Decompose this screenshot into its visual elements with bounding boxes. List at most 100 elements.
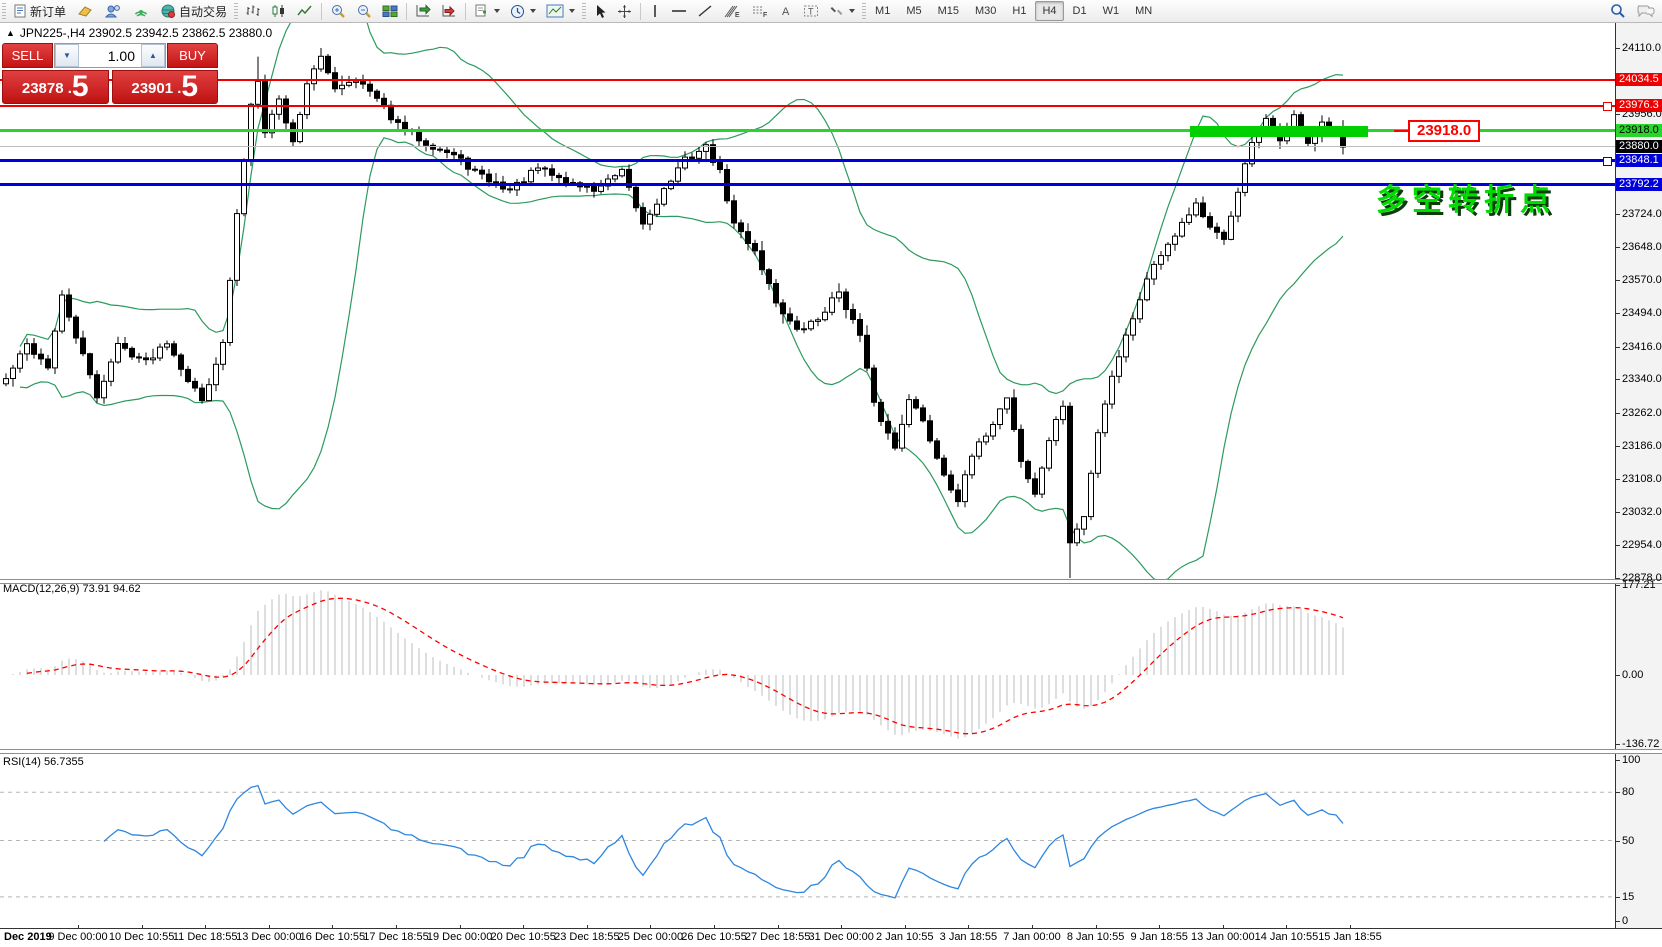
rsi-axis-label: 0 — [1622, 915, 1629, 927]
bar-chart-button[interactable] — [240, 0, 266, 22]
horizontal-line-button[interactable] — [666, 0, 692, 22]
time-label: 9 Jan 18:55 — [1130, 931, 1188, 943]
buy-price-display[interactable]: 23901 .5 — [111, 70, 218, 104]
volume-box: ▼ ▲ — [54, 43, 166, 68]
chart-window[interactable]: ▲ JPN225-,H4 23902.5 23942.5 23862.5 238… — [0, 23, 1662, 947]
price-chart-canvas[interactable] — [0, 23, 1616, 929]
macd-pane-separator[interactable] — [0, 579, 1662, 584]
price-tick — [1615, 214, 1620, 216]
chart-annotation-text[interactable]: 多空转折点 — [1376, 184, 1556, 217]
market-icon — [78, 6, 92, 17]
buy-button[interactable]: BUY — [167, 43, 218, 68]
trend-line-button[interactable] — [692, 0, 718, 22]
new-chart-button[interactable] — [469, 0, 505, 22]
svg-text:T: T — [808, 7, 814, 17]
chart-shift-button[interactable] — [436, 0, 462, 22]
timeframe-m1-button[interactable]: M1 — [875, 5, 891, 17]
level-line-23976.3[interactable] — [0, 104, 1615, 107]
time-tick — [1159, 925, 1161, 929]
crosshair-button[interactable] — [612, 0, 637, 22]
rsi-tick — [1615, 840, 1620, 842]
auto-scroll-icon — [416, 4, 431, 17]
timeframe-mn-button[interactable]: MN — [1135, 5, 1153, 17]
level-handle[interactable] — [1603, 156, 1612, 166]
sell-button[interactable]: SELL — [2, 43, 53, 68]
tile-windows-button[interactable] — [377, 0, 403, 22]
price-flag-label[interactable]: 23918.0 — [1408, 119, 1481, 142]
price-tick — [1615, 346, 1620, 348]
level-line-24034.5[interactable] — [0, 79, 1615, 82]
price-tick — [1615, 114, 1620, 116]
arrows-button[interactable] — [824, 0, 860, 22]
market-button[interactable] — [71, 0, 99, 22]
timeframe-bar: M1 M5 M15 M30 H1 H4 D1 W1 MN — [868, 1, 1159, 21]
zoom-in-icon — [332, 4, 345, 18]
volume-increase-button[interactable]: ▲ — [141, 44, 165, 67]
level-line-23880[interactable] — [0, 146, 1615, 148]
zoom-out-button[interactable] — [351, 0, 377, 22]
timeframe-w1-button[interactable]: W1 — [1102, 5, 1120, 17]
timeframe-m30-button[interactable]: M30 — [975, 5, 997, 17]
text-button[interactable]: A — [774, 0, 798, 22]
rsi-axis-label: 50 — [1622, 834, 1635, 847]
fibonacci-fan-button[interactable]: F — [746, 0, 774, 22]
rsi-tick — [1615, 921, 1620, 922]
cursor-button[interactable] — [588, 0, 612, 22]
macd-axis-label: -136.72 — [1622, 738, 1660, 750]
profiles-button[interactable] — [99, 0, 127, 22]
auto-scroll-button[interactable] — [410, 0, 436, 22]
price-tick — [1615, 48, 1620, 49]
fibonacci-expansion-button[interactable]: E — [718, 0, 746, 22]
zoom-out-icon — [358, 4, 371, 18]
level-line-23848.1[interactable] — [0, 159, 1615, 163]
dropdown-caret — [530, 9, 537, 13]
rsi-pane-separator[interactable] — [0, 749, 1662, 754]
rsi-axis-label: 15 — [1622, 890, 1635, 903]
toolbar-separator — [465, 2, 467, 20]
highlight-bar[interactable] — [1190, 125, 1368, 137]
volume-input[interactable] — [79, 44, 141, 67]
chart-template-button[interactable] — [541, 0, 580, 22]
line-chart-button[interactable] — [292, 0, 318, 22]
new-order-button[interactable]: 新订单 — [8, 0, 71, 22]
signals-button[interactable] — [127, 0, 155, 22]
candlestick-chart-button[interactable] — [266, 0, 292, 22]
periods-button[interactable] — [505, 0, 541, 22]
periods-clock-icon — [511, 4, 525, 18]
crosshair-icon — [618, 4, 632, 18]
toolbar-separator — [406, 2, 408, 20]
svg-text:E: E — [735, 12, 740, 19]
price-tick — [1615, 545, 1620, 547]
zoom-in-button[interactable] — [325, 0, 351, 22]
level-line-23918[interactable] — [0, 129, 1615, 133]
time-tick — [459, 925, 461, 929]
search-icon[interactable] — [1610, 3, 1626, 19]
toolbar-separator — [321, 2, 323, 20]
price-tick — [1615, 313, 1620, 314]
price-tick-label: 23416.0 — [1622, 340, 1662, 353]
time-label: 16 Dec 10:55 — [299, 931, 366, 943]
timeframe-m15-button[interactable]: M15 — [937, 5, 959, 17]
buy-price-big: 5 — [181, 70, 199, 103]
time-label: 3 Jan 18:55 — [939, 931, 998, 943]
time-label: 31 Dec 00:00 — [808, 931, 874, 943]
sell-price-display[interactable]: 23878 .5 — [2, 70, 109, 104]
volume-decrease-button[interactable]: ▼ — [55, 44, 79, 67]
timeframe-h1-button[interactable]: H1 — [1012, 5, 1027, 17]
time-tick — [141, 925, 143, 929]
time-label: 8 Jan 10:55 — [1066, 931, 1125, 943]
timeframe-h4-button[interactable]: H4 — [1035, 1, 1064, 21]
toolbar-grip — [2, 3, 6, 19]
time-label: Dec 2019 — [4, 931, 52, 943]
vertical-line-button[interactable] — [644, 0, 666, 22]
timeframe-d1-button[interactable]: D1 — [1072, 5, 1087, 17]
timeframe-m5-button[interactable]: M5 — [906, 5, 922, 17]
chat-icon[interactable] — [1636, 4, 1656, 19]
level-line-23792.2[interactable] — [0, 183, 1615, 187]
chart-title: JPN225-,H4 23902.5 23942.5 23862.5 23880… — [19, 26, 273, 40]
autotrading-button[interactable]: 自动交易 — [155, 0, 232, 22]
level-handle[interactable] — [1603, 101, 1612, 111]
text-label-button[interactable]: T — [798, 0, 824, 22]
main-toolbar: 新订单 自动交易 — [0, 0, 1662, 23]
new-order-icon — [14, 4, 26, 18]
